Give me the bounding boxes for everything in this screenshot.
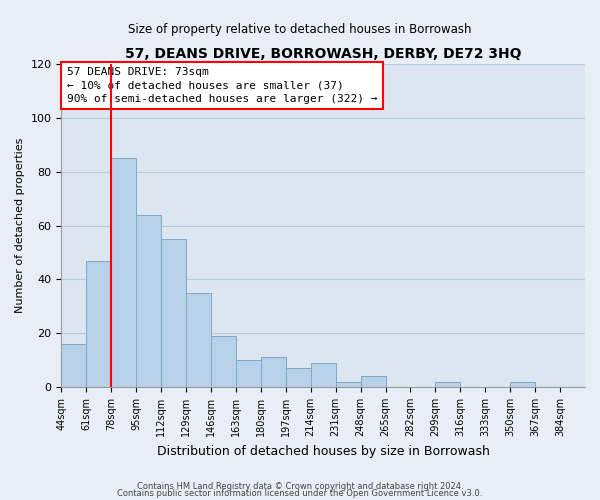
Bar	[211, 336, 236, 387]
Bar	[510, 382, 535, 387]
Bar	[335, 382, 361, 387]
Bar	[186, 293, 211, 387]
Text: Size of property relative to detached houses in Borrowash: Size of property relative to detached ho…	[128, 22, 472, 36]
Bar	[86, 260, 111, 387]
Bar	[436, 382, 460, 387]
Title: 57, DEANS DRIVE, BORROWASH, DERBY, DE72 3HQ: 57, DEANS DRIVE, BORROWASH, DERBY, DE72 …	[125, 48, 521, 62]
Y-axis label: Number of detached properties: Number of detached properties	[15, 138, 25, 313]
Bar	[361, 376, 386, 387]
Text: 57 DEANS DRIVE: 73sqm
← 10% of detached houses are smaller (37)
90% of semi-deta: 57 DEANS DRIVE: 73sqm ← 10% of detached …	[67, 68, 377, 104]
Text: Contains public sector information licensed under the Open Government Licence v3: Contains public sector information licen…	[118, 490, 482, 498]
X-axis label: Distribution of detached houses by size in Borrowash: Distribution of detached houses by size …	[157, 444, 490, 458]
Bar	[261, 358, 286, 387]
Bar	[236, 360, 261, 387]
Bar	[61, 344, 86, 387]
Bar	[161, 239, 186, 387]
Bar	[136, 215, 161, 387]
Bar	[111, 158, 136, 387]
Text: Contains HM Land Registry data © Crown copyright and database right 2024.: Contains HM Land Registry data © Crown c…	[137, 482, 463, 491]
Bar	[286, 368, 311, 387]
Bar	[311, 363, 335, 387]
